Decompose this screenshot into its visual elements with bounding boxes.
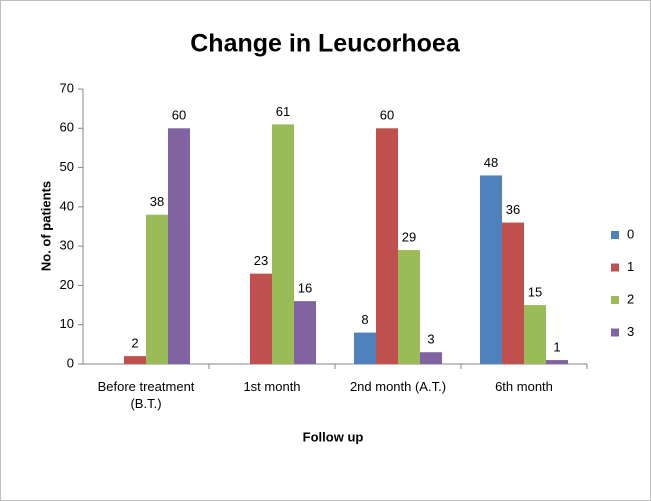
legend-label: 1 [627, 259, 634, 274]
bar [146, 214, 168, 364]
x-tick-label: Before treatment (B.T.) [97, 379, 195, 411]
legend-label: 2 [627, 291, 634, 306]
data-label: 60 [172, 108, 186, 123]
data-label: 36 [506, 202, 520, 217]
data-label: 23 [254, 253, 268, 268]
bar [398, 250, 420, 364]
bar [502, 222, 524, 364]
x-tick-label: 2nd month (A.T.) [349, 379, 447, 394]
legend-swatch [611, 263, 619, 272]
y-axis-label: No. of patients [38, 181, 53, 271]
data-label: 16 [298, 281, 312, 296]
x-axis-label: Follow up [303, 429, 364, 444]
data-label: 29 [402, 230, 416, 245]
bar [124, 356, 146, 364]
data-label: 48 [484, 155, 498, 170]
data-label: 15 [528, 285, 542, 300]
bar [524, 305, 546, 364]
legend-swatch [611, 231, 619, 239]
y-tick-label: 30 [60, 238, 74, 253]
data-label: 8 [361, 312, 368, 327]
data-label: 61 [276, 104, 290, 119]
y-tick-label: 10 [60, 316, 74, 331]
data-label: 3 [427, 332, 434, 347]
legend-swatch [611, 328, 619, 337]
bar [250, 273, 272, 364]
bar [376, 128, 398, 364]
bar [420, 352, 442, 364]
y-tick-label: 20 [60, 277, 74, 292]
y-tick-label: 0 [67, 355, 74, 370]
data-label: 38 [150, 194, 164, 209]
y-tick-label: 40 [60, 198, 74, 213]
x-tick-label: 6th month [495, 379, 553, 394]
bar [354, 332, 376, 364]
data-label: 2 [131, 336, 138, 351]
data-label: 60 [380, 108, 394, 123]
chart-title: Change in Leucorhoea [190, 30, 461, 58]
legend-label: 0 [627, 226, 634, 241]
y-tick-label: 70 [60, 80, 74, 95]
bar [480, 175, 502, 364]
data-label: 1 [553, 340, 560, 355]
bar [272, 124, 294, 364]
x-tick-label: 1st month [243, 379, 301, 394]
legend-swatch [611, 296, 619, 304]
y-tick-label: 60 [60, 120, 74, 135]
bar [546, 360, 568, 364]
bar [294, 301, 316, 364]
bar [168, 128, 190, 364]
y-tick-label: 50 [60, 159, 74, 174]
legend-label: 3 [627, 324, 634, 339]
